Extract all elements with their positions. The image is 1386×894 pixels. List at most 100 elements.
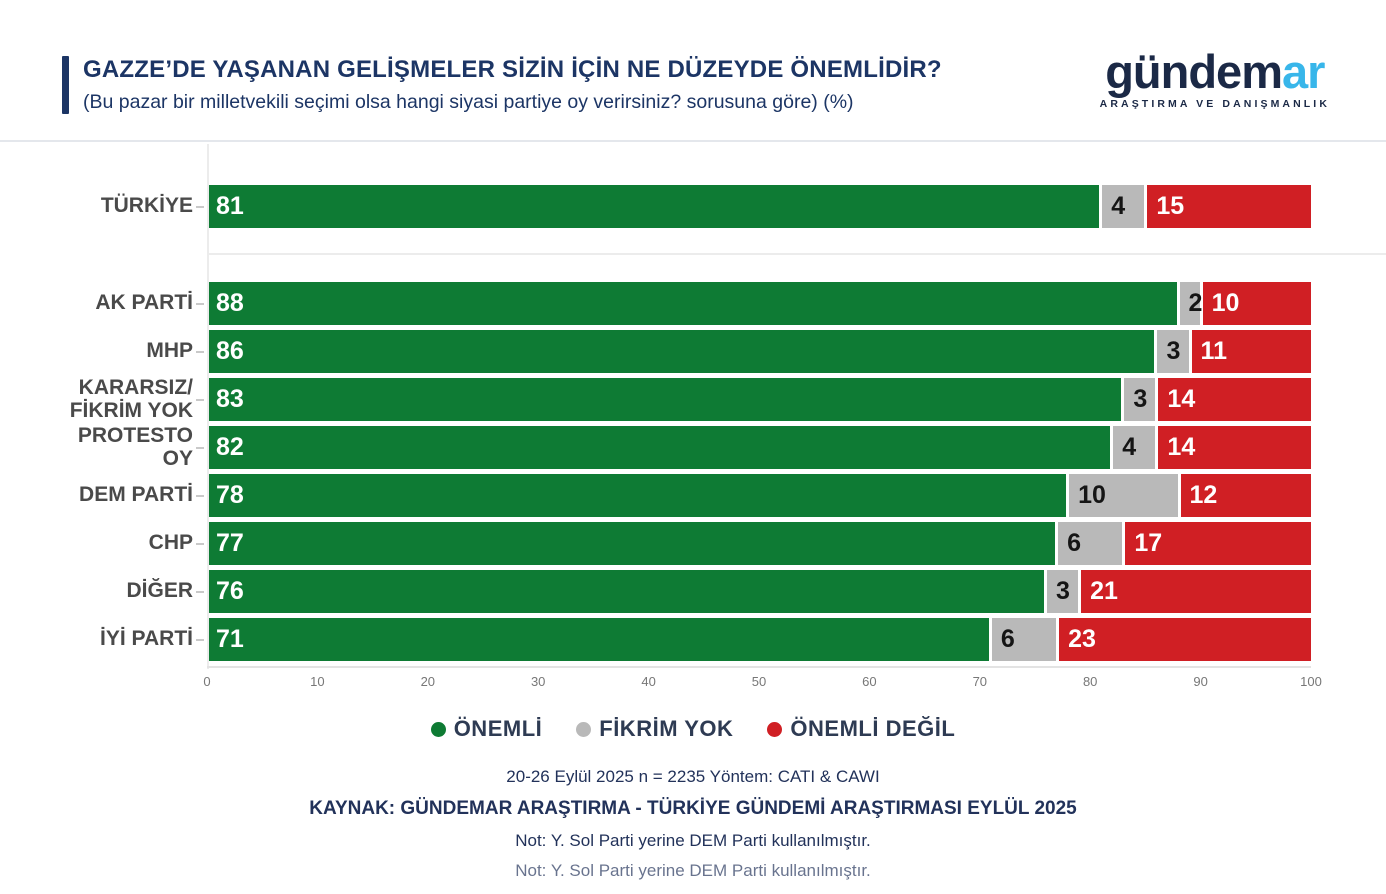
bar-value-label: 76 bbox=[216, 577, 244, 605]
legend-item-nemli-de-i-l: ÖNEMLİ DEĞİL bbox=[767, 716, 955, 742]
bar-value-label: 15 bbox=[1156, 192, 1185, 220]
bar-value-label: 21 bbox=[1090, 577, 1118, 605]
bar-value-label: 10 bbox=[1078, 481, 1106, 509]
bar-segment-nemli-de-i-l: 17 bbox=[1125, 522, 1311, 565]
bar-value-label: 81 bbox=[216, 192, 244, 220]
bar-track: 83 3 14 bbox=[207, 378, 1311, 421]
x-axis: 0 10 20 30 40 50 60 70 80 90 100 bbox=[62, 666, 1386, 690]
bar-value-label: 6 bbox=[1000, 625, 1015, 653]
category-tick bbox=[196, 205, 204, 208]
chart-row: KARARSIZ/ FİKRİM YOK 83 3 14 bbox=[62, 376, 1386, 422]
category-tick bbox=[196, 398, 204, 401]
title-block: GAZZE’DE YAŞANAN GELİŞMELER SİZİN İÇİN N… bbox=[62, 56, 942, 114]
bar-segment-fi-kri-m-yok: 4 bbox=[1113, 426, 1156, 469]
chart-row: İYİ PARTİ 71 6 23 bbox=[62, 618, 1386, 661]
legend-item-fi-kri-m-yok: FİKRİM YOK bbox=[576, 716, 733, 742]
bar-segment-fi-kri-m-yok: 2 bbox=[1179, 282, 1203, 325]
spacer-gridline bbox=[207, 253, 1386, 255]
axis-tick-label: 60 bbox=[862, 674, 877, 689]
chart-row: CHP 77 6 17 bbox=[62, 522, 1386, 565]
legend-dot-nemli-de-i-l bbox=[767, 721, 783, 737]
page-subtitle: (Bu pazar bir milletvekili seçimi olsa h… bbox=[83, 90, 854, 113]
bar-value-label: 78 bbox=[216, 481, 244, 509]
bar-track: 86 3 11 bbox=[207, 330, 1311, 373]
legend-dot-fi-kri-m-yok bbox=[576, 721, 592, 737]
bar-segment-nemli-de-i-l: 15 bbox=[1147, 185, 1311, 228]
category-tick bbox=[196, 494, 204, 497]
bar-track: 78 10 12 bbox=[207, 474, 1311, 517]
category-label: MHP bbox=[146, 339, 193, 363]
category-label: DEM PARTİ bbox=[79, 483, 193, 507]
bar-segment-nemli: 83 bbox=[207, 378, 1122, 421]
bar-value-label: 10 bbox=[1211, 289, 1240, 317]
bar-value-label: 77 bbox=[216, 529, 244, 557]
axis-tick-label: 80 bbox=[1082, 674, 1098, 689]
axis-tick-label: 100 bbox=[1300, 674, 1322, 689]
legend-label: FİKRİM YOK bbox=[599, 716, 734, 741]
bar-segment-nemli: 76 bbox=[207, 570, 1045, 613]
bar-value-label: 3 bbox=[1166, 337, 1181, 365]
bar-track: 77 6 17 bbox=[207, 522, 1311, 565]
bar-segment-fi-kri-m-yok: 6 bbox=[1058, 522, 1123, 565]
bar-value-label: 23 bbox=[1068, 625, 1096, 653]
chart-row: DİĞER 76 3 21 bbox=[62, 570, 1386, 613]
chart-row: TÜRKİYE 81 4 15 bbox=[62, 185, 1386, 228]
bar-value-label: 3 bbox=[1133, 385, 1148, 413]
axis-tick-label: 30 bbox=[530, 674, 546, 689]
bar-value-label: 2 bbox=[1188, 289, 1203, 317]
category-label: DİĞER bbox=[126, 579, 193, 603]
bar-segment-fi-kri-m-yok: 6 bbox=[991, 618, 1057, 661]
bar-value-label: 17 bbox=[1134, 529, 1163, 557]
bar-segment-nemli: 78 bbox=[207, 474, 1067, 517]
axis-tick-label: 10 bbox=[310, 674, 325, 689]
chart-rows: TÜRKİYE 81 4 15 AK PARTİ 88 2 10 MHP 86 3 11 KARARSI… bbox=[62, 185, 1386, 661]
title-accent-bar bbox=[62, 56, 69, 114]
axis-spacer bbox=[62, 666, 207, 690]
legend-label: ÖNEMLİ bbox=[453, 716, 543, 741]
bar-value-label: 11 bbox=[1200, 337, 1227, 365]
category-label: İYİ PARTİ bbox=[100, 627, 193, 651]
bar-segment-nemli: 71 bbox=[207, 618, 989, 661]
bar-value-label: 82 bbox=[216, 433, 244, 461]
bar-segment-nemli: 88 bbox=[207, 282, 1177, 325]
logo-wordmark-accent: ar bbox=[1282, 45, 1325, 98]
category-label: KARARSIZ/ FİKRİM YOK bbox=[69, 376, 193, 422]
bar-segment-fi-kri-m-yok: 3 bbox=[1047, 570, 1079, 613]
bar-value-label: 3 bbox=[1056, 577, 1070, 605]
bar-value-label: 14 bbox=[1167, 433, 1196, 461]
category-tick bbox=[196, 590, 204, 593]
category-tick bbox=[196, 302, 204, 305]
chart-row: AK PARTİ 88 2 10 bbox=[62, 282, 1386, 325]
bar-segment-fi-kri-m-yok: 10 bbox=[1069, 474, 1178, 517]
category-tick bbox=[196, 638, 204, 641]
category-label: TÜRKİYE bbox=[100, 194, 193, 218]
legend: ÖNEMLİ FİKRİM YOK ÖNEMLİ DEĞİL bbox=[0, 716, 1386, 742]
legend-item-nemli: ÖNEMLİ bbox=[430, 716, 543, 742]
zero-gridline bbox=[207, 144, 209, 669]
category-tick bbox=[196, 350, 204, 353]
category-label: CHP bbox=[148, 531, 193, 555]
bar-segment-nemli-de-i-l: 21 bbox=[1081, 570, 1311, 613]
chart: TÜRKİYE 81 4 15 AK PARTİ 88 2 10 MHP 86 3 11 KARARSI… bbox=[62, 144, 1386, 690]
axis-tick-label: 0 bbox=[203, 674, 211, 689]
bar-segment-nemli-de-i-l: 10 bbox=[1202, 282, 1311, 325]
bar-segment-nemli-de-i-l: 23 bbox=[1059, 618, 1311, 661]
bar-track: 71 6 23 bbox=[207, 618, 1311, 661]
axis-tick-label: 90 bbox=[1193, 674, 1208, 689]
bar-segment-nemli: 81 bbox=[207, 185, 1100, 228]
legend-dot-nemli bbox=[430, 721, 446, 737]
dem-parti-note: Not: Y. Sol Parti yerine DEM Parti kulla… bbox=[515, 831, 871, 850]
chart-row: PROTESTO OY 82 4 14 bbox=[62, 425, 1386, 469]
logo-wordmark-primary: gündem bbox=[1105, 45, 1283, 98]
bar-track: 82 4 14 bbox=[207, 426, 1311, 469]
bar-segment-nemli-de-i-l: 11 bbox=[1191, 330, 1311, 373]
bar-value-label: 12 bbox=[1189, 481, 1218, 509]
page-title: GAZZE’DE YAŞANAN GELİŞMELER SİZİN İÇİN N… bbox=[83, 56, 942, 83]
bar-value-label: 86 bbox=[216, 337, 244, 365]
bar-value-label: 14 bbox=[1167, 385, 1196, 413]
category-tick bbox=[196, 542, 204, 545]
logo-tagline: ARAŞTIRMA VE DANIŞMANLIK bbox=[1099, 98, 1330, 110]
bar-segment-nemli: 86 bbox=[207, 330, 1155, 373]
row-spacer bbox=[62, 228, 1386, 282]
bar-segment-nemli: 77 bbox=[207, 522, 1056, 565]
